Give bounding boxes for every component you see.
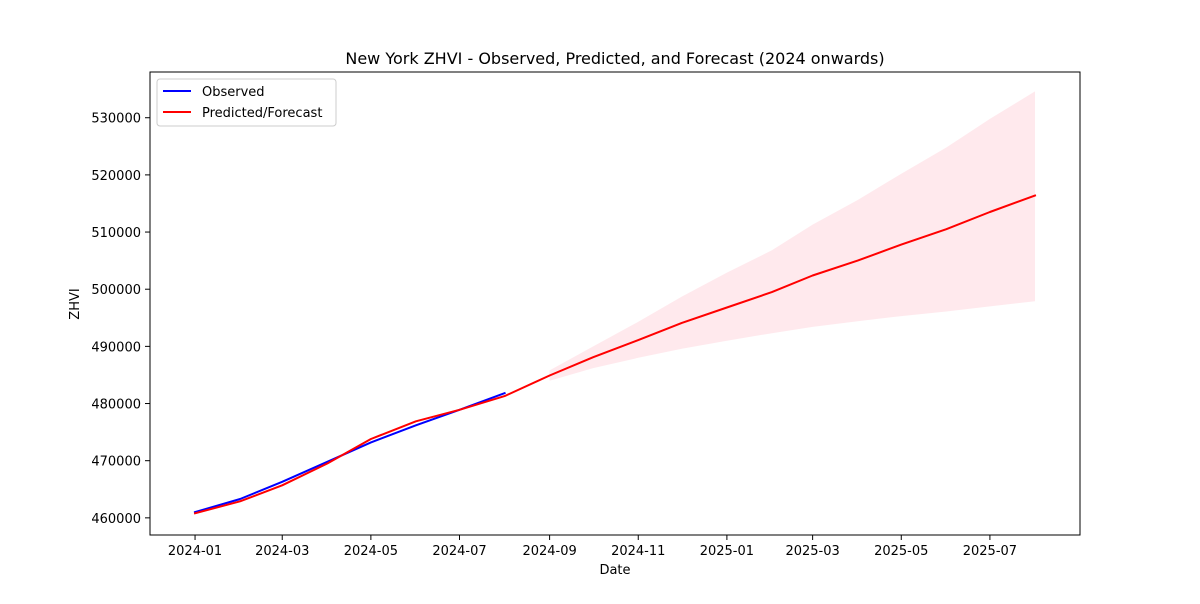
y-tick-label: 510000	[91, 226, 141, 241]
x-tick-label: 2025-05	[874, 544, 928, 559]
x-tick-label: 2024-11	[611, 544, 665, 559]
x-tick-label: 2024-09	[522, 544, 576, 559]
y-tick-label: 520000	[91, 169, 141, 184]
y-tick-label: 490000	[91, 340, 141, 355]
legend-box	[156, 78, 337, 127]
x-tick-label: 2025-03	[785, 544, 839, 559]
y-axis-label: ZHVI	[68, 288, 83, 319]
x-tick-label: 2024-07	[432, 544, 486, 559]
x-axis: 2024-01 2024-03 2024-05 2024-07 2024-09 2024-…	[168, 535, 1017, 559]
series-layer	[193, 194, 1037, 515]
legend-label-1: Predicted/Forecast	[202, 106, 322, 121]
x-tick-label: 2024-01	[168, 544, 222, 559]
x-axis-label: Date	[599, 563, 630, 578]
x-tick-label: 2024-05	[344, 544, 398, 559]
series-line-1	[193, 194, 1037, 515]
y-tick-label: 530000	[91, 112, 141, 127]
y-axis: 460000 470000 480000 490000 500000 510000 5200…	[91, 112, 150, 527]
legend: Observed Predicted/Forecast	[156, 78, 337, 127]
chart-title: New York ZHVI - Observed, Predicted, and…	[345, 49, 884, 68]
confidence-band	[549, 91, 1035, 381]
y-tick-label: 460000	[91, 512, 141, 527]
confidence-band-layer	[549, 91, 1035, 381]
x-tick-label: 2024-03	[255, 544, 309, 559]
y-tick-label: 500000	[91, 283, 141, 298]
y-tick-label: 480000	[91, 398, 141, 413]
y-tick-label: 470000	[91, 455, 141, 470]
legend-label-0: Observed	[202, 85, 265, 100]
x-tick-label: 2025-01	[700, 544, 754, 559]
plot-area-frame	[149, 71, 1081, 536]
x-tick-label: 2025-07	[963, 544, 1017, 559]
